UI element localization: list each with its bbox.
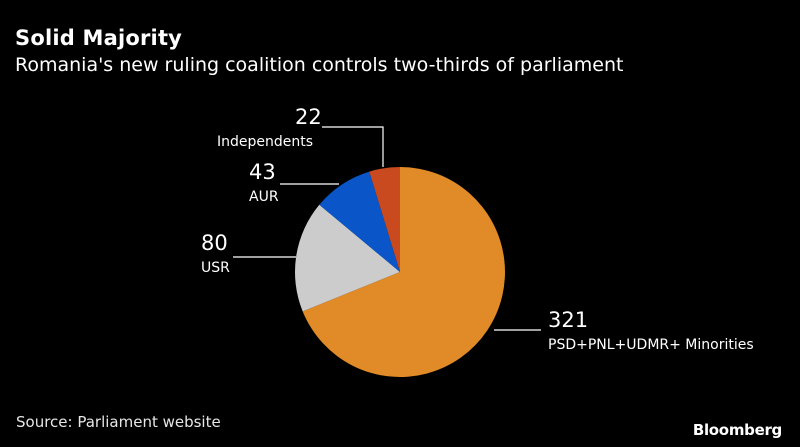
value-label-usr: 80 xyxy=(201,231,228,255)
pie-slices xyxy=(295,167,506,377)
leader-line-independents xyxy=(322,126,384,167)
category-label-psd: PSD+PNL+UDMR+ Minorities xyxy=(548,337,754,353)
category-label-independents: Independents xyxy=(217,134,313,150)
bloomberg-logo: Bloomberg xyxy=(692,421,782,439)
value-label-psd: 321 xyxy=(548,308,588,332)
value-label-independents: 22 xyxy=(295,105,322,129)
category-label-aur: AUR xyxy=(249,189,279,205)
value-label-aur: 43 xyxy=(249,160,276,184)
leader-lines xyxy=(233,126,541,331)
chart-title: Solid Majority xyxy=(15,26,183,50)
pie-slice-psd xyxy=(302,167,506,377)
pie-slice-aur xyxy=(319,171,400,272)
pie-slice-usr xyxy=(295,204,400,312)
category-label-usr: USR xyxy=(201,260,230,276)
source-note: Source: Parliament website xyxy=(16,413,221,431)
pie-slice-independents xyxy=(369,167,400,272)
chart-subtitle: Romania's new ruling coalition controls … xyxy=(15,54,624,76)
